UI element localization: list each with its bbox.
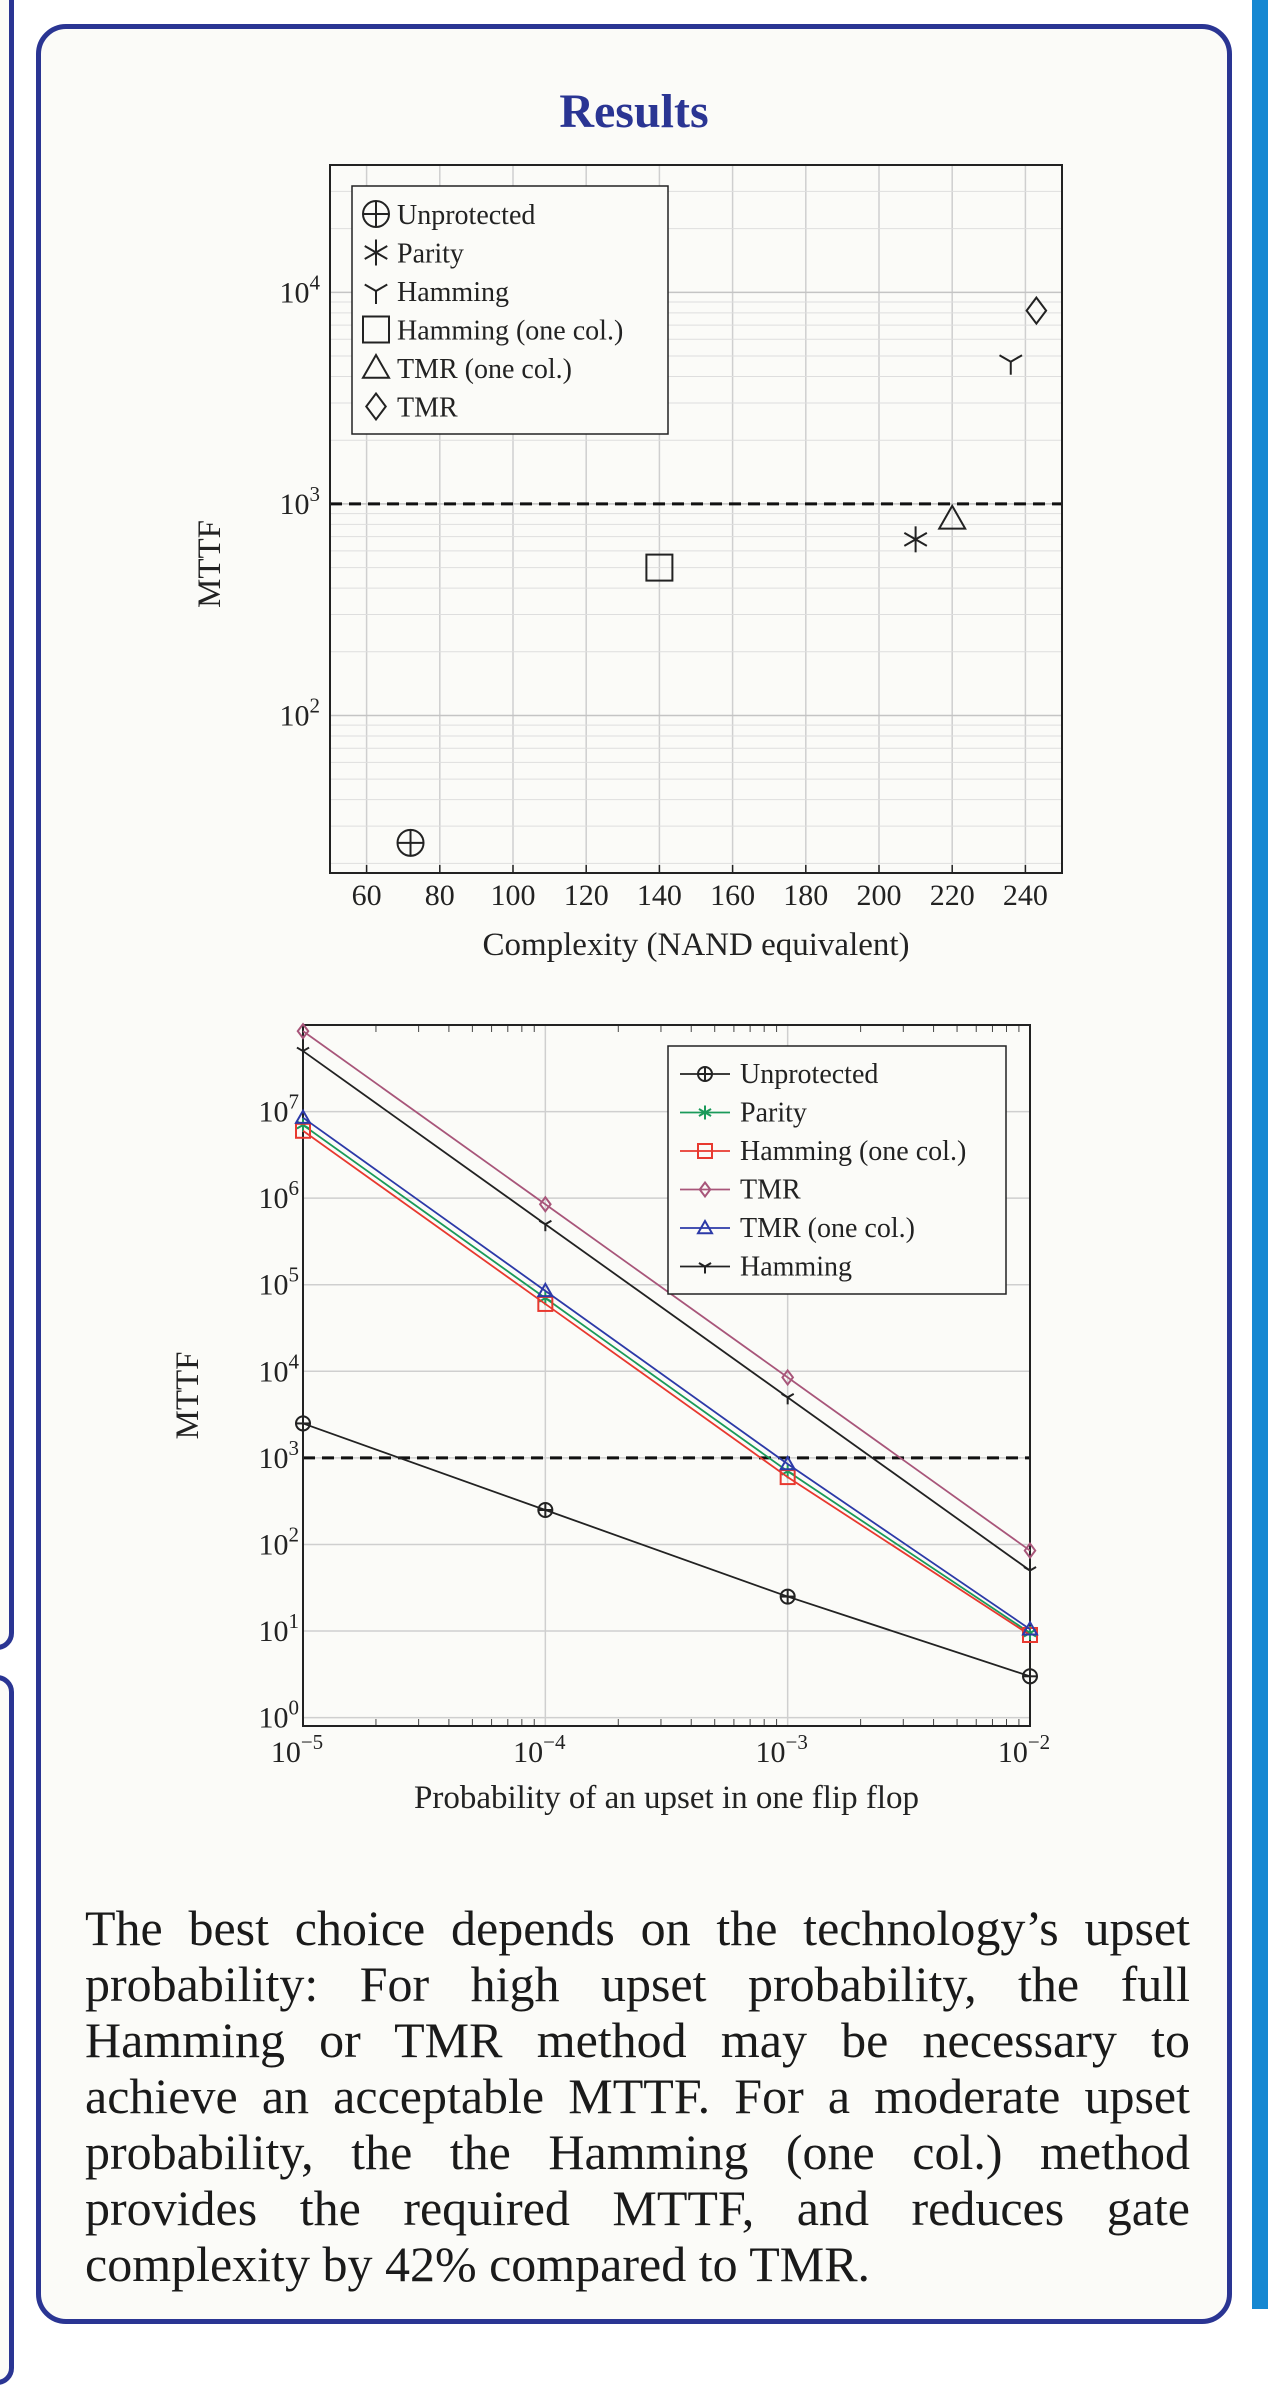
y-axis-label: MTTF xyxy=(192,520,228,608)
legend-label: Unprotected xyxy=(397,200,535,231)
x-tick-label: 10−4 xyxy=(513,1730,566,1769)
panel-title: Results xyxy=(559,85,709,138)
x-axis-label: Probability of an upset in one flip flop xyxy=(414,1780,919,1816)
y-tick-label: 107 xyxy=(259,1090,300,1129)
x-tick-label: 180 xyxy=(783,879,828,912)
legend: Unprotected Parity Hamming Hamming (one col… xyxy=(351,185,669,435)
legend-marker xyxy=(362,315,390,344)
data-point-tmr-one-col xyxy=(778,1454,797,1471)
x-tick-label: 140 xyxy=(637,879,682,912)
legend-marker xyxy=(696,1218,714,1235)
x-tick-label: 10−5 xyxy=(271,1730,323,1769)
legend-box xyxy=(351,185,669,435)
y-tick-label: 102 xyxy=(280,693,321,732)
series-line-tmr xyxy=(302,1030,1031,1552)
data-point-unprotected xyxy=(1022,1668,1038,1685)
legend-label: TMR (one col.) xyxy=(397,354,572,385)
legend-marker xyxy=(697,1066,713,1082)
legend-label: TMR xyxy=(397,393,458,424)
legend-marker xyxy=(698,1180,712,1199)
data-point-unprotected xyxy=(396,828,425,857)
x-tick-label: 10−2 xyxy=(998,1730,1050,1769)
legend-marker xyxy=(697,1143,713,1159)
right-accent-bar xyxy=(1252,0,1268,2309)
y-tick-label: 102 xyxy=(259,1522,300,1561)
data-point-tmr-one-col- xyxy=(937,503,967,530)
data-point-tmr xyxy=(781,1368,795,1387)
mttf-vs-complexity-chart: 60 80 100 120 140 160 180 200 220 240 102 103 104 Com… xyxy=(192,164,1063,963)
series-line-parity xyxy=(302,1124,1031,1634)
y-tick-label: 104 xyxy=(259,1349,300,1388)
x-tick-label: 10−3 xyxy=(755,1730,807,1769)
legend-marker xyxy=(361,352,391,379)
legend-label: TMR (one col.) xyxy=(740,1213,915,1244)
x-tick-label: 200 xyxy=(857,879,902,912)
data-point-tmr xyxy=(538,1195,552,1213)
series-line-unprotected xyxy=(302,1422,1031,1678)
legend-label: Hamming xyxy=(740,1252,852,1283)
legend-marker xyxy=(698,1105,712,1120)
data-point-hamming xyxy=(781,1393,795,1405)
legend-label: Parity xyxy=(397,239,464,270)
legend-marker xyxy=(364,283,388,304)
legend: Unprotected Parity Hamming (one col.) TMR TM… xyxy=(667,1045,1007,1295)
data-point-tmr-one-col xyxy=(294,1108,312,1124)
y-tick-label: 101 xyxy=(259,1609,300,1648)
y-tick-label: 103 xyxy=(280,482,321,521)
legend-marker xyxy=(364,239,388,266)
legend-label: Hamming (one col.) xyxy=(740,1136,966,1167)
y-axis-label: MTTF xyxy=(170,1351,206,1439)
data-point-hamming xyxy=(999,354,1023,375)
mttf-vs-upset-probability-chart: 10−5 10−4 10−3 10−2 100 101 102 103 104 105 106 107… xyxy=(170,1022,1050,1816)
series-line-tmr-one-col xyxy=(302,1116,1031,1630)
plot-frame xyxy=(302,1024,1031,1727)
legend-marker xyxy=(698,1262,712,1274)
series-line-hamming-one-col xyxy=(302,1130,1031,1636)
x-tick-label: 220 xyxy=(930,879,975,912)
y-tick-label: 105 xyxy=(259,1263,300,1302)
x-tick-label: 240 xyxy=(1003,879,1048,912)
x-tick-label: 100 xyxy=(491,879,536,912)
x-axis-label: Complexity (NAND equivalent) xyxy=(482,927,909,963)
x-tick-label: 60 xyxy=(352,879,382,912)
legend-label: Hamming xyxy=(397,277,509,308)
legend-label: Parity xyxy=(740,1098,807,1129)
x-tick-label: 120 xyxy=(564,879,609,912)
legend-label: TMR xyxy=(740,1175,801,1206)
data-point-hamming xyxy=(296,1046,310,1059)
y-tick-label: 103 xyxy=(259,1436,300,1475)
legend-marker xyxy=(365,391,387,422)
plot-frame xyxy=(329,164,1063,874)
data-point-tmr xyxy=(1023,1541,1037,1560)
data-point-unprotected xyxy=(295,1415,311,1432)
data-point-hamming-one-col- xyxy=(645,553,674,582)
legend-label: Hamming (one col.) xyxy=(397,316,623,347)
y-tick-label: 104 xyxy=(280,270,321,309)
conclusion-text: The best choice depends on the technolog… xyxy=(85,1900,1190,2292)
data-point-tmr xyxy=(1025,295,1048,326)
y-tick-label: 106 xyxy=(259,1176,300,1215)
data-point-unprotected xyxy=(537,1502,554,1519)
data-point-tmr xyxy=(296,1022,310,1040)
y-tick-label: 100 xyxy=(259,1696,300,1735)
data-point-unprotected xyxy=(779,1588,796,1605)
data-point-hamming xyxy=(538,1219,552,1232)
data-point-tmr-one-col xyxy=(536,1281,555,1298)
legend-box xyxy=(667,1045,1007,1295)
data-point-hamming xyxy=(1023,1566,1037,1578)
x-tick-label: 160 xyxy=(710,879,755,912)
legend-label: Unprotected xyxy=(740,1059,878,1090)
legend-marker xyxy=(362,200,390,228)
x-tick-label: 80 xyxy=(425,879,455,912)
series-line-hamming xyxy=(302,1050,1031,1572)
data-point-tmr-one-col xyxy=(1021,1620,1039,1636)
data-point-parity xyxy=(903,526,928,553)
